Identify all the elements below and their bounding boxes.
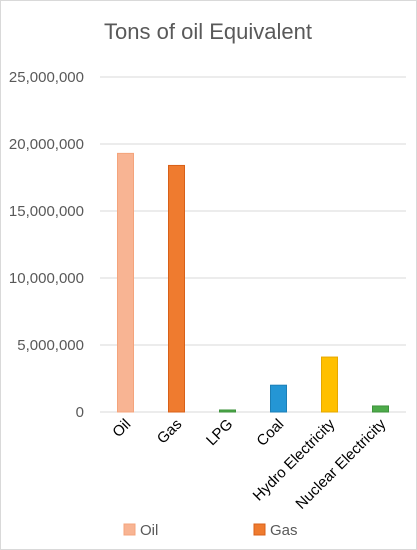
y-tick-label: 20,000,000	[9, 136, 84, 153]
x-category-label: Coal	[253, 416, 287, 450]
x-category-label: Oil	[109, 416, 134, 441]
legend-label: Oil	[140, 522, 158, 539]
legend-swatch	[123, 523, 136, 536]
y-tick-label: 0	[76, 404, 84, 421]
bars	[117, 152, 389, 413]
gridlines	[100, 76, 406, 413]
y-tick-label: 25,000,000	[9, 69, 84, 86]
legend-swatch	[253, 523, 266, 536]
bar-hydro-electricity	[321, 356, 338, 413]
x-category-label: LPG	[203, 416, 236, 449]
x-category-label: Nuclear Electricity	[292, 415, 389, 512]
legend-label: Gas	[270, 522, 298, 539]
bar-lpg	[219, 409, 236, 413]
bar-oil	[117, 152, 134, 413]
chart-title: Tons of oil Equivalent	[104, 19, 312, 44]
y-tick-label: 10,000,000	[9, 270, 84, 287]
y-axis-tick-labels: 0 5,000,000 10,000,000 15,000,000 20,000,000…	[9, 69, 84, 421]
bar-nuclear-electricity	[372, 405, 389, 413]
bar-gas	[168, 164, 185, 413]
y-tick-label: 5,000,000	[17, 337, 84, 354]
bar-coal	[270, 384, 287, 413]
legend: Oil Gas	[123, 522, 298, 539]
x-category-label: Gas	[154, 416, 185, 447]
y-tick-label: 15,000,000	[9, 203, 84, 220]
